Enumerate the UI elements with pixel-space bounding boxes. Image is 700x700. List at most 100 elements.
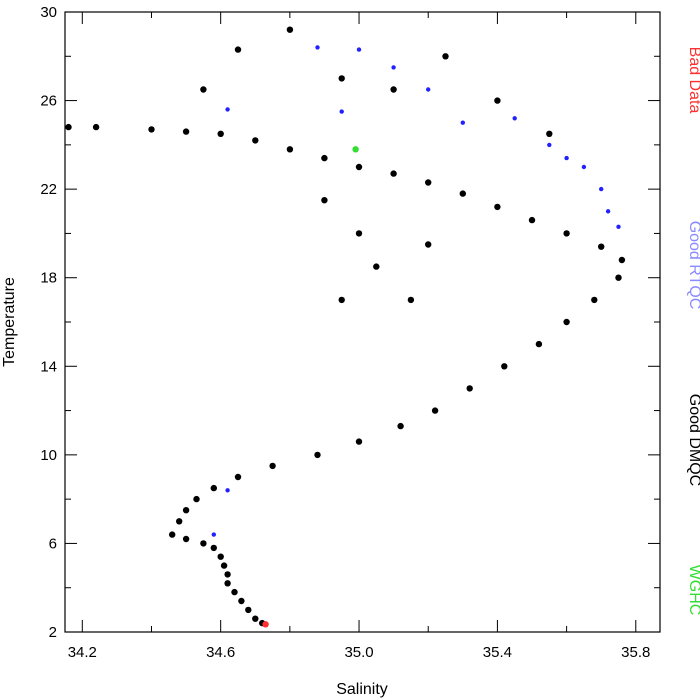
scatter-point: [512, 116, 517, 121]
scatter-point: [352, 146, 359, 153]
scatter-point: [176, 518, 183, 525]
scatter-point: [547, 142, 552, 148]
scatter-point: [591, 296, 598, 304]
x-tick-label: 34.2: [68, 644, 97, 661]
scatter-point: [425, 179, 432, 186]
scatter-point: [338, 296, 345, 304]
scatter-point: [182, 507, 190, 514]
scatter-point: [535, 340, 543, 348]
scatter-point: [211, 532, 216, 537]
y-tick-label: 10: [40, 447, 57, 464]
legend-entry: Good RTQC: [686, 221, 700, 310]
scatter-point: [220, 562, 228, 569]
scatter-point: [459, 190, 466, 197]
plot-frame: [64, 11, 661, 633]
scatter-point: [245, 606, 252, 614]
scatter-point: [65, 123, 72, 131]
scatter-point: [581, 164, 587, 170]
scatter-point: [598, 243, 605, 250]
scatter-point: [546, 130, 553, 137]
scatter-point: [224, 580, 231, 587]
scatter-point: [397, 422, 404, 430]
scatter-point: [355, 163, 363, 171]
scatter-point: [234, 46, 242, 53]
scatter-point: [314, 451, 321, 459]
scatter-point: [407, 296, 415, 304]
y-tick-label: 22: [40, 181, 57, 198]
legend-entry: Bad Data: [686, 47, 700, 114]
scatter-point: [390, 170, 397, 177]
legend-entry: Good DMQC: [686, 394, 700, 486]
legend: Bad Data Good RTQC Good DMQC WGHC: [686, 47, 700, 616]
scatter-point: [460, 120, 465, 125]
scatter-point: [182, 535, 190, 543]
scatter-point: [225, 107, 230, 112]
legend-entry: WGHC: [686, 565, 700, 616]
scatter-point: [224, 571, 231, 578]
scatter-point: [426, 87, 431, 92]
scatter-point: [252, 137, 259, 144]
scatter-point: [217, 553, 224, 560]
scatter-points: [65, 26, 626, 628]
scatter-point: [182, 128, 190, 135]
scatter-point: [234, 473, 242, 481]
scatter-point: [339, 109, 344, 114]
scatter-point: [252, 615, 259, 622]
y-tick-label: 30: [40, 4, 57, 21]
scatter-point: [225, 488, 230, 493]
scatter-point: [355, 230, 363, 237]
scatter-point: [431, 407, 439, 414]
scatter-point: [338, 75, 345, 82]
scatter-point: [605, 209, 611, 214]
scatter-point: [564, 155, 569, 161]
scatter-point: [315, 45, 320, 50]
scatter-point: [528, 216, 536, 224]
scatter-point: [269, 462, 276, 470]
y-axis-title: Temperature: [1, 277, 18, 367]
y-tick-label: 26: [40, 93, 57, 110]
scatter-point: [148, 126, 155, 133]
scatter-point: [442, 53, 449, 60]
scatter-point: [286, 26, 294, 33]
scatter-point: [217, 130, 224, 137]
y-tick-label: 2: [49, 624, 57, 641]
x-tick-label: 34.6: [206, 644, 235, 661]
scatter-point: [373, 263, 380, 270]
y-tick-label: 18: [40, 270, 57, 287]
scatter-point: [494, 203, 501, 211]
scatter-point: [425, 241, 432, 248]
scatter-point: [501, 363, 508, 370]
scatter-point: [615, 274, 622, 281]
scatter-point: [321, 197, 328, 204]
scatter-point: [200, 540, 207, 547]
scatter-point: [193, 495, 200, 503]
scatter-point: [286, 146, 294, 153]
scatter-point: [391, 65, 396, 70]
scatter-point: [599, 186, 604, 192]
scatter-point: [356, 47, 362, 52]
scatter-point: [92, 123, 100, 131]
y-tick-label: 6: [49, 535, 57, 552]
scatter-point: [616, 224, 621, 229]
scatter-point: [321, 154, 328, 162]
scatter-point: [169, 531, 176, 538]
scatter-point: [262, 621, 269, 628]
scatter-point: [563, 318, 570, 326]
y-tick-label: 14: [40, 358, 57, 375]
scatter-point: [563, 230, 570, 237]
x-axis-title: Salinity: [336, 681, 388, 698]
scatter-point: [494, 97, 501, 104]
scatter-point: [238, 597, 245, 605]
x-tick-label: 35.8: [621, 644, 650, 661]
x-tick-label: 35.0: [344, 644, 373, 661]
x-tick-label: 35.4: [483, 644, 512, 661]
scatter-point: [390, 86, 397, 93]
scatter-point: [231, 588, 238, 596]
scatter-point: [210, 544, 217, 552]
scatter-point: [466, 385, 473, 392]
scatter-point: [210, 484, 217, 492]
scatter-point: [200, 86, 207, 93]
scatter-point: [618, 256, 626, 264]
